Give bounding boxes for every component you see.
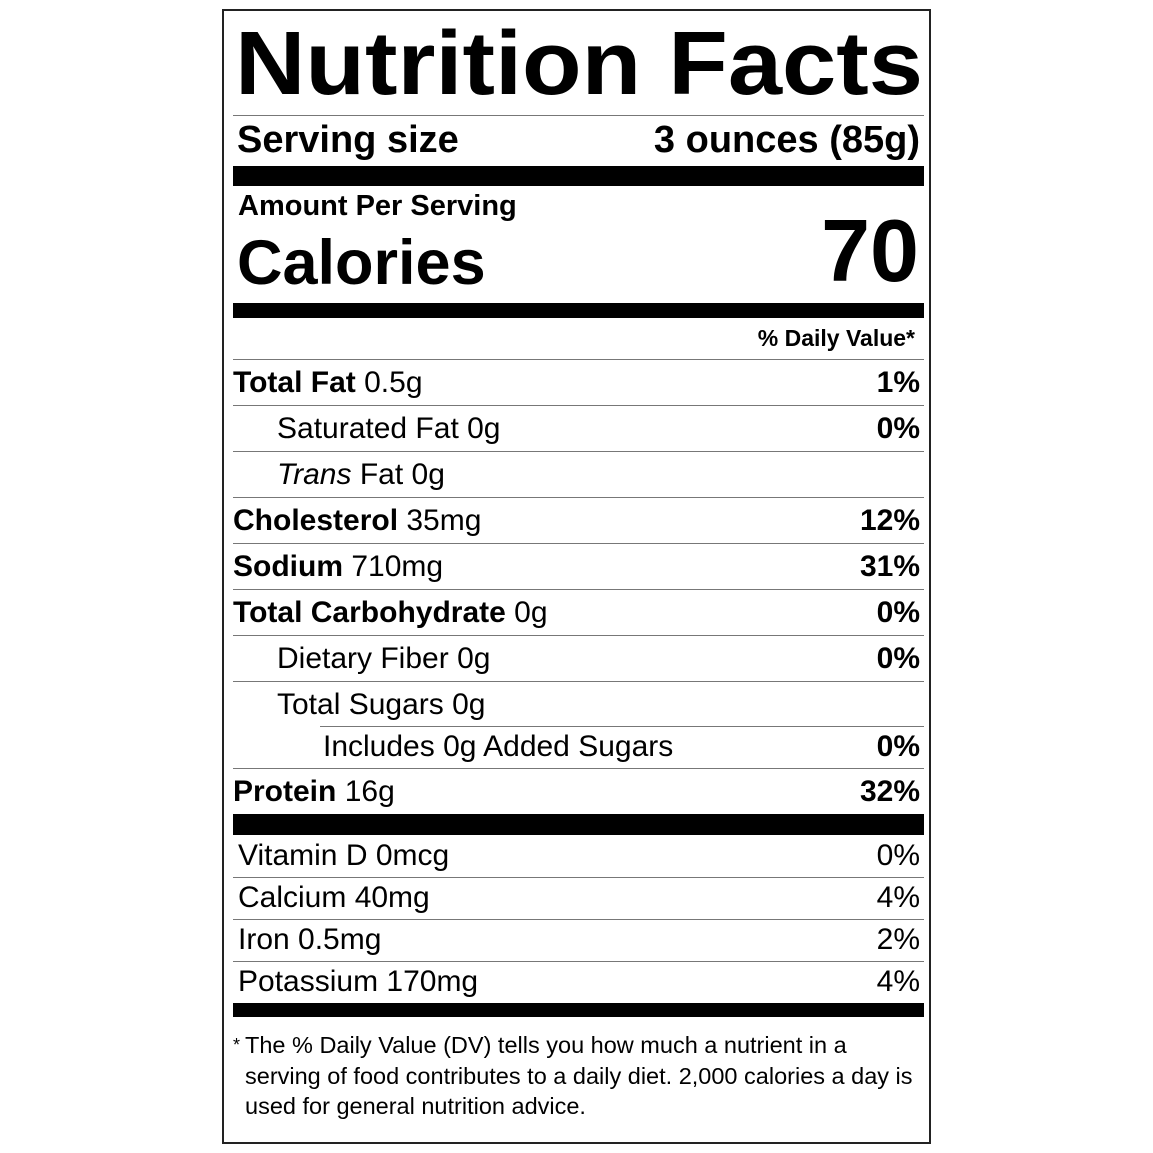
footnote-text: The % Daily Value (DV) tells you how muc… [245,1032,913,1119]
nutrient-dv: 31% [859,550,920,583]
nutrition-label [222,9,931,1144]
vitamin-row-vitamin-d: Vitamin D 0mcg 0% [233,835,924,877]
nutrient-name: Total Carbohydrate [233,596,506,629]
nutrient-dv: 0% [876,642,920,675]
nutrient-dv: 32% [859,775,920,808]
footnote-marker: * [233,1035,241,1055]
nutrient-name-rest: Fat [359,458,404,491]
thick-divider [233,166,924,186]
divider [233,877,924,878]
medium-divider [233,303,924,318]
nutrient-row-dietary-fiber: Dietary Fiber 0g 0% [233,636,924,682]
nutrient-amount: 0g [514,596,548,629]
divider [320,726,924,727]
divider [233,115,924,116]
nutrient-row-protein: Protein 16g 32% [233,769,924,815]
nutrient-row-sodium: Sodium 710mg 31% [233,544,924,590]
nutrient-row-cholesterol: Cholesterol 35mg 12% [233,498,924,544]
divider [233,359,924,360]
vitamin-row-potassium: Potassium 170mg 4% [233,961,924,1003]
divider [233,635,924,636]
nutrient-name: Cholesterol [233,504,399,537]
nutrient-dv: 1% [876,366,920,399]
nutrient-row-total-sugars: Total Sugars 0g [233,682,924,728]
medium-divider [233,1003,924,1017]
serving-size-label: Serving size [237,119,459,161]
nutrient-name: Total Sugars [277,688,444,721]
nutrient-amount: 0g [452,688,486,721]
nutrient-amount: 710mg [351,550,444,583]
divider [233,589,924,590]
vitamin-dv: 2% [876,923,920,956]
nutrient-amount: 0g [411,458,445,491]
vitamin-dv: 4% [876,965,920,998]
nutrient-row-added-sugars: Includes 0g Added Sugars 0% [233,725,924,769]
vitamin-label: Calcium 40mg [238,881,430,914]
vitamin-label: Vitamin D 0mcg [238,839,450,872]
vitamin-row-calcium: Calcium 40mg 4% [233,877,924,919]
divider [233,681,924,682]
divider [233,919,924,920]
nutrient-dv: 0% [876,412,920,445]
nutrient-row-total-fat: Total Fat 0.5g 1% [233,360,924,406]
nutrient-amount: 16g [344,775,395,808]
vitamin-label: Potassium 170mg [238,965,479,998]
vitamin-label: Iron 0.5mg [238,923,382,956]
divider [233,768,924,769]
divider [233,543,924,544]
nutrient-row-total-carbohydrate: Total Carbohydrate 0g 0% [233,590,924,636]
daily-value-header: % Daily Value* [757,325,915,351]
calories-label: Calories [237,228,486,298]
vitamin-dv: 0% [876,839,920,872]
nutrient-amount: 0g [467,412,501,445]
nutrient-name: Saturated Fat [277,412,459,445]
nutrient-row-trans-fat: Trans Fat 0g [233,452,924,498]
nutrient-amount: 0g [457,642,491,675]
nutrient-amount: 0.5g [364,366,423,399]
nutrient-amount: 35mg [406,504,482,537]
vitamin-row-iron: Iron 0.5mg 2% [233,919,924,961]
title-text: Nutrition Facts [235,22,923,107]
amount-per-serving: Amount Per Serving [238,190,517,222]
divider [233,405,924,406]
thick-divider [233,814,924,835]
nutrient-row-saturated-fat: Saturated Fat 0g 0% [233,406,924,452]
divider [233,497,924,498]
nutrient-name: Dietary Fiber [277,642,449,675]
nutrient-name: Sodium [233,550,343,583]
serving-size-value: 3 ounces (85g) [653,119,920,161]
calories-value: 70 [821,201,919,300]
footnote: * The % Daily Value (DV) tells you how m… [233,1030,913,1122]
nutrient-name: Protein [233,775,337,808]
nutrient-name: Trans [277,458,352,491]
nutrient-dv: 0% [876,730,920,763]
nutrient-dv: 0% [876,596,920,629]
divider [233,451,924,452]
title: Nutrition Facts [235,22,923,107]
vitamin-dv: 4% [876,881,920,914]
nutrient-name: Total Fat [233,366,356,399]
nutrient-dv: 12% [859,504,920,537]
divider [233,961,924,962]
nutrient-name: Includes 0g Added Sugars [323,730,674,763]
